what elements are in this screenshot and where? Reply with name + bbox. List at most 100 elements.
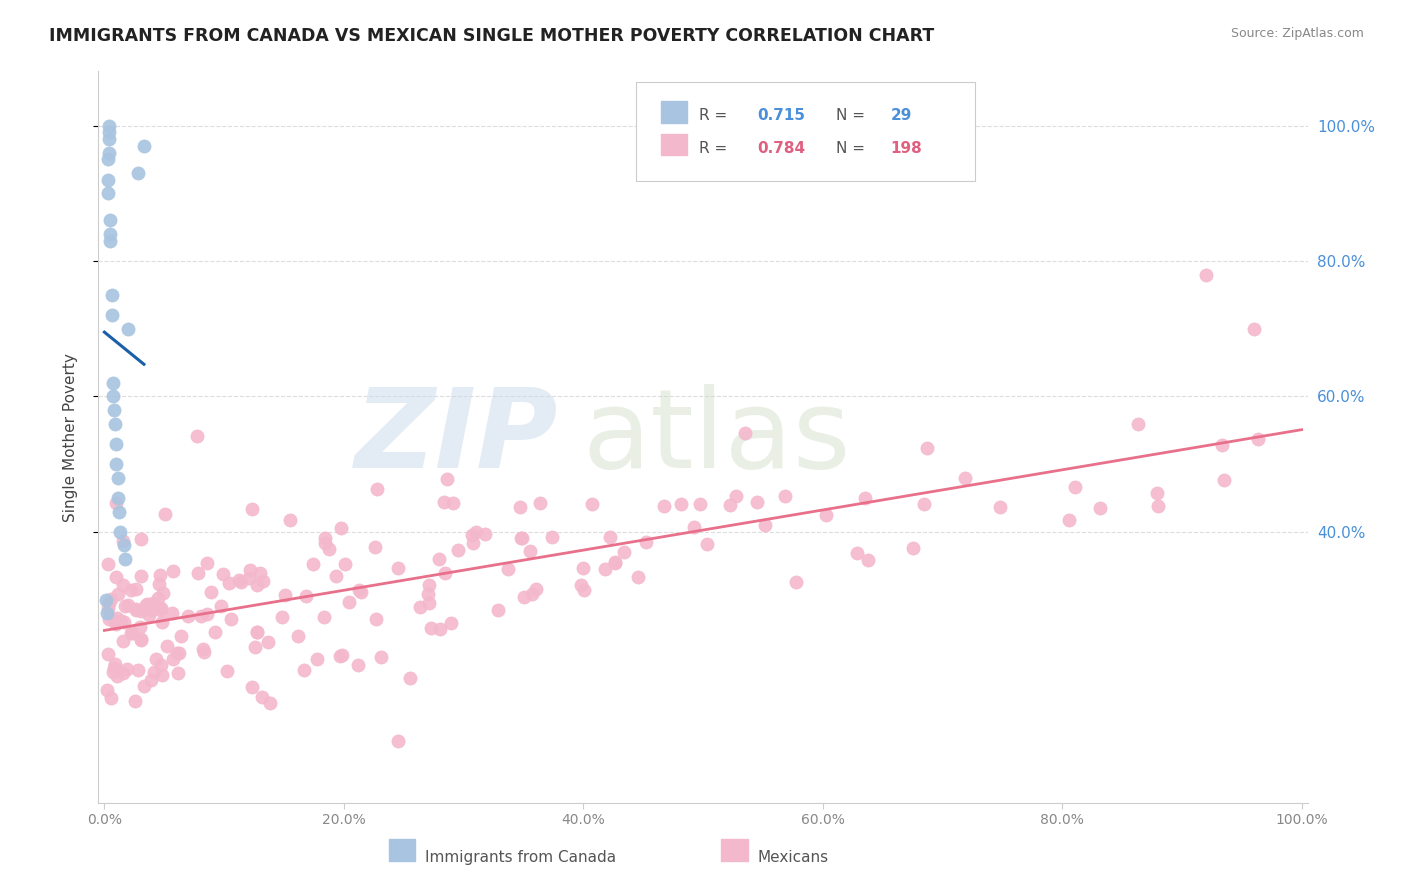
Point	[510, 532, 533, 546]
Point	[131, 632, 153, 647]
Point	[239, 563, 262, 577]
Point	[347, 582, 370, 597]
Point	[427, 551, 450, 566]
Point	[193, 641, 215, 656]
Point	[509, 531, 531, 545]
Point	[364, 612, 387, 626]
Point	[97, 153, 120, 167]
Point	[94, 592, 117, 607]
Point	[125, 602, 148, 616]
Point	[129, 533, 152, 547]
Point	[149, 600, 172, 615]
Point	[125, 603, 148, 617]
Point	[1247, 432, 1270, 446]
Point	[105, 664, 128, 678]
Point	[111, 665, 134, 680]
Point	[718, 498, 741, 512]
Point	[447, 542, 470, 557]
Point	[229, 574, 252, 589]
Text: R =: R =	[699, 141, 733, 156]
Point	[96, 606, 118, 620]
Point	[112, 615, 135, 630]
Point	[100, 227, 122, 241]
Point	[988, 500, 1011, 514]
Point	[111, 533, 134, 548]
Point	[249, 566, 271, 580]
Point	[142, 596, 165, 610]
Point	[387, 733, 409, 747]
Point	[103, 661, 125, 675]
Point	[754, 518, 776, 533]
Point	[98, 145, 121, 160]
Point	[120, 583, 142, 598]
Point	[1126, 417, 1149, 431]
Point	[129, 633, 152, 648]
Point	[292, 663, 315, 677]
Point	[117, 322, 139, 336]
Point	[240, 680, 263, 694]
Point	[187, 566, 209, 581]
Point	[97, 647, 120, 661]
Point	[162, 652, 184, 666]
Point	[100, 308, 122, 322]
Point	[1146, 486, 1168, 500]
Point	[429, 622, 451, 636]
Point	[107, 587, 129, 601]
Point	[785, 574, 807, 589]
Point	[238, 571, 260, 585]
Text: Immigrants from Canada: Immigrants from Canada	[425, 850, 616, 865]
Point	[669, 497, 692, 511]
Point	[441, 496, 464, 510]
Point	[513, 590, 536, 604]
Point	[370, 650, 392, 665]
Point	[246, 625, 269, 640]
Text: R =: R =	[699, 108, 733, 123]
Point	[312, 610, 335, 624]
Point	[464, 524, 486, 539]
Point	[1195, 268, 1218, 282]
Point	[689, 497, 711, 511]
Point	[333, 557, 356, 571]
Point	[120, 625, 142, 640]
Point	[132, 139, 155, 153]
Point	[634, 535, 657, 549]
Point	[101, 376, 124, 390]
Point	[105, 617, 128, 632]
Point	[209, 599, 232, 614]
Point	[294, 589, 316, 603]
Text: 29: 29	[890, 108, 912, 123]
Point	[104, 496, 127, 510]
Point	[107, 505, 129, 519]
Point	[153, 507, 176, 521]
Point	[105, 669, 128, 683]
Point	[135, 598, 157, 612]
Point	[613, 545, 636, 559]
Point	[652, 500, 675, 514]
Point	[190, 609, 212, 624]
Point	[724, 489, 747, 503]
Point	[540, 530, 562, 544]
Point	[696, 537, 718, 551]
Point	[953, 470, 976, 484]
Point	[571, 560, 593, 574]
Point	[302, 557, 325, 571]
Point	[350, 585, 373, 599]
Point	[100, 234, 122, 248]
Point	[519, 544, 541, 558]
Point	[129, 620, 152, 634]
Point	[152, 615, 174, 629]
Point	[901, 541, 924, 555]
Point	[337, 595, 360, 609]
Text: 0.715: 0.715	[758, 108, 806, 123]
Point	[98, 596, 121, 610]
Point	[110, 614, 132, 628]
Text: N =: N =	[837, 108, 870, 123]
Text: ZIP: ZIP	[354, 384, 558, 491]
Point	[256, 634, 278, 648]
Point	[307, 652, 329, 666]
Point	[245, 640, 267, 655]
Point	[418, 578, 440, 592]
Point	[115, 662, 138, 676]
Point	[271, 609, 294, 624]
Point	[125, 582, 148, 597]
